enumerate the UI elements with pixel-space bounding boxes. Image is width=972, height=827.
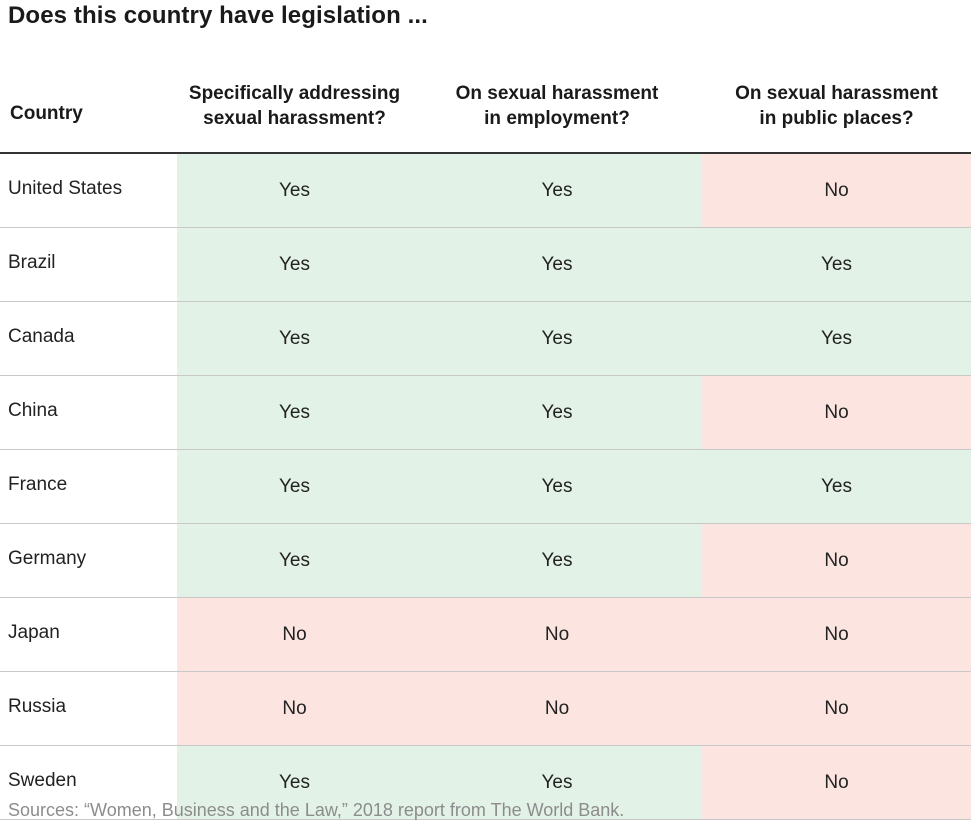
table-row: Russia No No No bbox=[0, 671, 971, 746]
public-places-cell: No bbox=[702, 671, 971, 746]
table-row: Germany Yes Yes No bbox=[0, 523, 971, 598]
table-row: Brazil Yes Yes Yes bbox=[0, 227, 971, 302]
employment-cell: Yes bbox=[412, 745, 702, 820]
specific-law-cell: Yes bbox=[177, 153, 412, 228]
specific-law-cell: No bbox=[177, 597, 412, 672]
country-cell: Brazil bbox=[0, 227, 177, 302]
specific-law-cell: Yes bbox=[177, 301, 412, 376]
country-cell: Sweden bbox=[0, 745, 177, 820]
table-row: Japan No No No bbox=[0, 597, 971, 672]
country-cell: Japan bbox=[0, 597, 177, 672]
table-row: Canada Yes Yes Yes bbox=[0, 301, 971, 376]
specific-law-cell: Yes bbox=[177, 449, 412, 524]
country-cell: United States bbox=[0, 153, 177, 228]
table-body: United States Yes Yes No Brazil Yes Yes Yes Cana… bbox=[0, 153, 971, 820]
public-places-cell: No bbox=[702, 597, 971, 672]
specific-law-cell: Yes bbox=[177, 227, 412, 302]
employment-cell: Yes bbox=[412, 523, 702, 598]
country-cell: Russia bbox=[0, 671, 177, 746]
column-header-line: in public places? bbox=[759, 108, 914, 129]
employment-cell: Yes bbox=[412, 449, 702, 524]
public-places-cell: Yes bbox=[702, 227, 971, 302]
country-cell: Canada bbox=[0, 301, 177, 376]
public-places-cell: Yes bbox=[702, 301, 971, 376]
column-header-line: sexual harassment? bbox=[203, 108, 386, 129]
employment-cell: Yes bbox=[412, 227, 702, 302]
table-row: United States Yes Yes No bbox=[0, 153, 971, 228]
column-header-line: Specifically addressing bbox=[188, 83, 401, 104]
employment-cell: Yes bbox=[412, 301, 702, 376]
column-header-line: On sexual harassment bbox=[455, 83, 659, 104]
column-header-public-places: On sexual harassment in public places? bbox=[702, 60, 971, 154]
public-places-cell: Yes bbox=[702, 449, 971, 524]
chart-title: Does this country have legislation ... bbox=[8, 2, 428, 29]
specific-law-cell: Yes bbox=[177, 375, 412, 450]
source-note: Sources: “Women, Business and the Law,” … bbox=[8, 800, 625, 820]
public-places-cell: No bbox=[702, 745, 971, 820]
header-row: Country Specifically addressing sexual h… bbox=[0, 60, 971, 154]
employment-cell: Yes bbox=[412, 375, 702, 450]
public-places-cell: No bbox=[702, 375, 971, 450]
specific-law-cell: Yes bbox=[177, 745, 412, 820]
country-cell: France bbox=[0, 449, 177, 524]
employment-cell: Yes bbox=[412, 153, 702, 228]
table-row: France Yes Yes Yes bbox=[0, 449, 971, 524]
column-header-country-label: Country bbox=[10, 102, 83, 124]
country-cell: Germany bbox=[0, 523, 177, 598]
specific-law-cell: No bbox=[177, 671, 412, 746]
column-header-line: in employment? bbox=[484, 108, 630, 129]
specific-law-cell: Yes bbox=[177, 523, 412, 598]
legislation-table: Country Specifically addressing sexual h… bbox=[0, 60, 971, 820]
country-cell: China bbox=[0, 375, 177, 450]
public-places-cell: No bbox=[702, 523, 971, 598]
table-row: Sweden Yes Yes No bbox=[0, 745, 971, 820]
employment-cell: No bbox=[412, 671, 702, 746]
column-header-specific-legislation: Specifically addressing sexual harassmen… bbox=[177, 60, 412, 154]
column-header-line: On sexual harassment bbox=[735, 83, 938, 104]
table-row: China Yes Yes No bbox=[0, 375, 971, 450]
public-places-cell: No bbox=[702, 153, 971, 228]
column-header-employment: On sexual harassment in employment? bbox=[412, 60, 702, 154]
employment-cell: No bbox=[412, 597, 702, 672]
column-header-country: Country bbox=[0, 60, 177, 154]
